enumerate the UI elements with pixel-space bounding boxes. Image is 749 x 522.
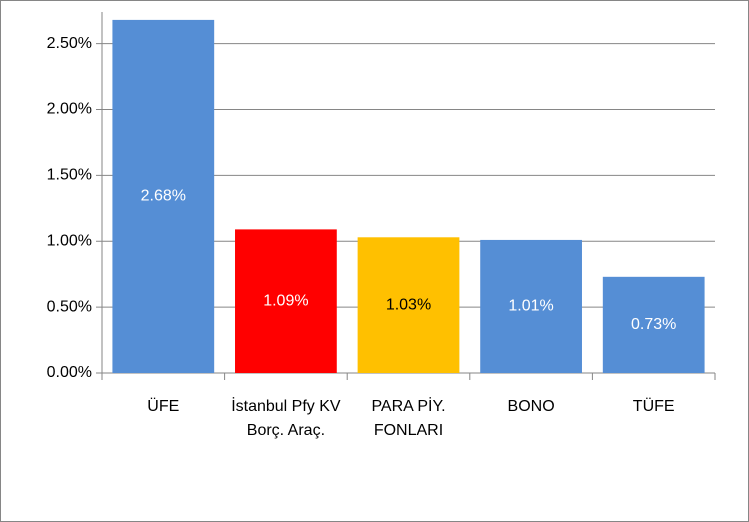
data-label: 2.68%	[141, 188, 186, 205]
y-tick-label: 1.50%	[47, 167, 92, 184]
bar	[480, 239, 582, 373]
y-tick-label: 0.50%	[47, 298, 92, 315]
bar	[235, 229, 337, 373]
x-tick-label: TÜFE	[632, 398, 675, 415]
bar	[357, 237, 460, 373]
x-tick-label: İstanbul Pfy KV Borç. Araç.	[231, 398, 341, 439]
x-tick-label: PARA PİY. FONLARI	[371, 398, 446, 439]
data-label: 1.01%	[508, 298, 553, 315]
x-tick-label: ÜFE	[147, 398, 180, 415]
y-tick-label: 2.50%	[47, 35, 92, 52]
data-label: 0.73%	[631, 316, 676, 333]
bar	[602, 276, 705, 373]
y-tick-label: 1.00%	[47, 232, 92, 249]
bar	[112, 19, 215, 373]
y-tick-label: 0.00%	[47, 364, 92, 381]
y-tick-label: 2.00%	[47, 101, 92, 118]
data-label: 1.09%	[263, 292, 308, 309]
x-tick-label: BONO	[507, 398, 555, 415]
data-label: 1.03%	[386, 296, 431, 313]
